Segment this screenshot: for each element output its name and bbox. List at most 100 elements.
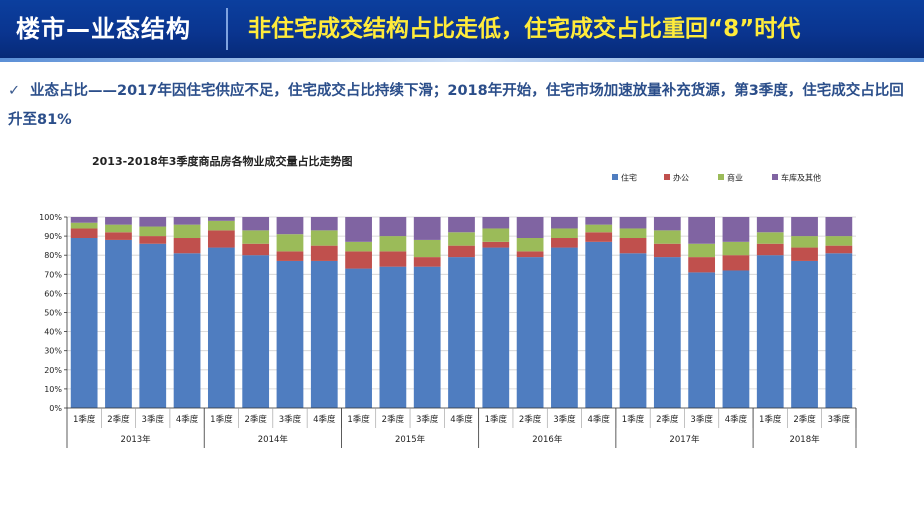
- bar-3-q14: [516, 238, 544, 252]
- bar-2-q13: [482, 241, 510, 248]
- bar-2-q16: [585, 232, 613, 242]
- bar-3-q16: [585, 224, 613, 233]
- bar-4-q6: [242, 217, 270, 231]
- chart-legend: 住宅 办公 商业 车库及其他: [612, 173, 821, 183]
- x-category-label: 3季度: [279, 414, 302, 425]
- bar-1-q23: [825, 253, 853, 408]
- y-tick-label: 70%: [44, 270, 62, 279]
- x-category-label: 4季度: [313, 414, 336, 425]
- bar-4-q14: [516, 217, 544, 239]
- bar-2-q4: [173, 238, 201, 254]
- bar-3-q12: [448, 232, 475, 246]
- bar-3-q18: [653, 230, 681, 244]
- bar-2-q20: [722, 255, 750, 271]
- legend-label-4: 车库及其他: [781, 173, 821, 183]
- x-category-label: 2季度: [519, 414, 542, 425]
- x-group-label: 2015年: [395, 434, 426, 445]
- bar-2-q19: [688, 257, 716, 273]
- chart-bars: [70, 217, 853, 408]
- bar-4-q20: [722, 217, 750, 242]
- bar-4-q15: [551, 217, 578, 229]
- bar-1-q16: [585, 241, 613, 408]
- x-group-label: 2017年: [669, 434, 700, 445]
- bar-1-q22: [791, 260, 818, 408]
- bar-1-q2: [105, 239, 132, 408]
- x-category-label: 3季度: [142, 414, 165, 425]
- bar-3-q15: [551, 228, 578, 239]
- bar-1-q12: [448, 257, 475, 408]
- bar-4-q1: [70, 217, 98, 223]
- bar-3-q3: [139, 226, 167, 237]
- bar-4-q2: [105, 217, 132, 225]
- bar-4-q3: [139, 217, 167, 227]
- x-category-label: 3季度: [690, 414, 713, 425]
- bar-4-q19: [688, 217, 716, 244]
- bar-2-q1: [70, 228, 98, 239]
- y-axis: 0% 10% 20% 30% 40% 50% 60% 70% 80% 90% 100%: [39, 213, 68, 413]
- x-category-label: 2季度: [382, 414, 405, 425]
- x-category-label: 4季度: [588, 414, 611, 425]
- bar-1-q19: [688, 272, 716, 408]
- bar-4-q4: [173, 217, 201, 225]
- y-tick-label: 50%: [44, 309, 62, 318]
- bar-1-q20: [722, 270, 750, 408]
- bar-4-q9: [345, 217, 372, 242]
- x-category-label: 3季度: [553, 414, 576, 425]
- bar-1-q17: [619, 253, 647, 408]
- x-category-label: 3季度: [828, 414, 851, 425]
- x-category-label: 1季度: [347, 414, 370, 425]
- bar-1-q11: [413, 266, 441, 408]
- x-group-label: 2014年: [258, 434, 289, 445]
- bar-1-q1: [70, 238, 98, 408]
- bar-4-q16: [585, 217, 613, 225]
- x-group-label: 2016年: [532, 434, 563, 445]
- bar-4-q23: [825, 217, 853, 237]
- bar-4-q17: [619, 217, 647, 229]
- header-bar: 楼市—业态结构 非住宅成交结构占比走低，住宅成交占比重回“8”时代: [0, 0, 924, 58]
- bar-2-q3: [139, 236, 167, 244]
- bar-4-q21: [756, 217, 784, 233]
- x-category-label: 4季度: [176, 414, 199, 425]
- x-category-label: 1季度: [210, 414, 233, 425]
- legend-swatch-3: [718, 174, 724, 180]
- bar-1-q6: [242, 255, 270, 408]
- bar-2-q5: [207, 230, 235, 248]
- bar-2-q21: [756, 243, 784, 256]
- bar-2-q18: [653, 243, 681, 258]
- bar-3-q7: [276, 234, 304, 252]
- bar-3-q4: [173, 224, 201, 239]
- bar-3-q6: [242, 230, 270, 244]
- y-tick-label: 10%: [44, 385, 62, 394]
- x-category-label: 2季度: [656, 414, 679, 425]
- bar-3-q19: [688, 243, 716, 258]
- legend-label-2: 办公: [673, 173, 689, 183]
- bar-1-q4: [173, 253, 201, 408]
- x-category-label: 2季度: [107, 414, 130, 425]
- y-tick-label: 60%: [44, 289, 62, 298]
- bar-2-q7: [276, 251, 304, 261]
- bar-1-q10: [379, 266, 407, 408]
- bar-1-q5: [207, 247, 235, 408]
- section-title: 楼市—业态结构: [16, 15, 191, 43]
- bar-3-q17: [619, 228, 647, 239]
- bar-4-q7: [276, 217, 304, 235]
- bar-3-q9: [345, 241, 372, 252]
- x-group-label: 2018年: [789, 434, 820, 445]
- bar-2-q22: [791, 247, 818, 261]
- legend-label-1: 住宅: [621, 173, 637, 183]
- headline: 非住宅成交结构占比走低，住宅成交占比重回“8”时代: [248, 16, 801, 42]
- bar-3-q22: [791, 236, 818, 248]
- header-band: [0, 58, 924, 62]
- bar-4-q11: [413, 217, 441, 240]
- x-category-label: 4季度: [450, 414, 473, 425]
- x-category-label: 3季度: [416, 414, 439, 425]
- bar-1-q18: [653, 257, 681, 408]
- bar-2-q2: [105, 232, 132, 240]
- bar-3-q2: [105, 224, 132, 233]
- bar-2-q11: [413, 257, 441, 267]
- bar-4-q18: [653, 217, 681, 231]
- header-divider: [226, 8, 228, 50]
- bar-2-q15: [551, 238, 578, 248]
- bar-3-q10: [379, 236, 407, 252]
- x-category-label: 1季度: [759, 414, 782, 425]
